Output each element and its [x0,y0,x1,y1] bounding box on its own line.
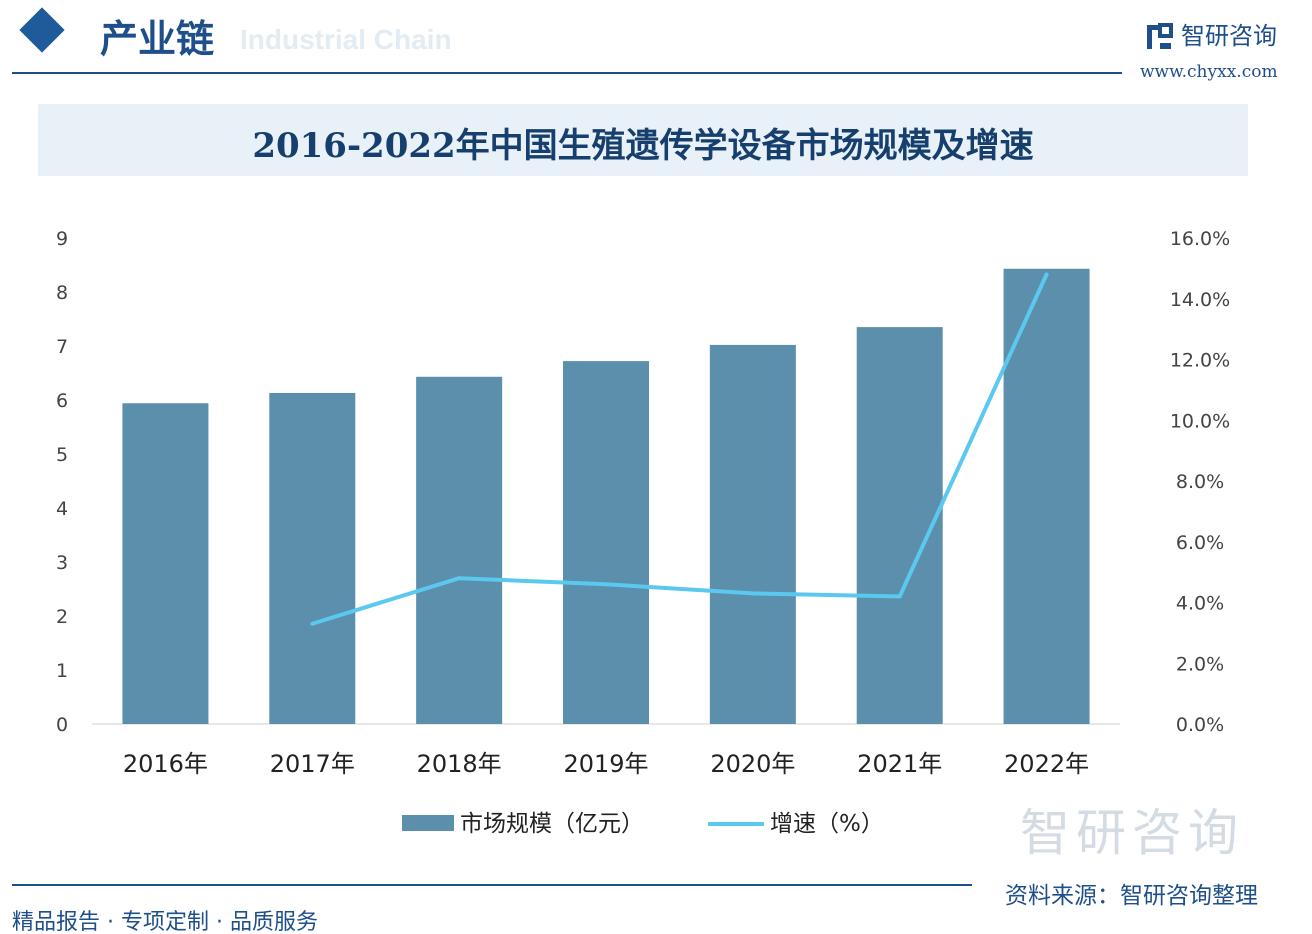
left-tick-label: 9 [56,228,68,250]
bar [856,327,943,724]
legend-line-label: 增速（%） [770,811,884,837]
footer-divider [12,884,972,886]
right-tick-label: 2.0% [1176,653,1224,675]
header-subtitle: Industrial Chain [240,24,452,55]
brand-name: 智研咨询 [1181,22,1277,50]
right-tick-label: 6.0% [1176,532,1224,554]
growth-point [1044,272,1049,277]
watermark: 智研咨询 [1020,804,1244,862]
bar [563,361,649,724]
x-tick-label: 2018年 [417,750,502,778]
chart-title: 2016-2022年中国生殖遗传学设备市场规模及增速 [252,126,1034,166]
bar [416,376,503,724]
right-tick-label: 16.0% [1170,228,1230,250]
left-tick-label: 5 [56,444,68,466]
left-tick-label: 6 [56,390,68,412]
right-tick-label: 4.0% [1176,593,1224,615]
x-tick-label: 2022年 [1004,750,1089,778]
growth-point [897,594,902,599]
bar [122,403,209,724]
title-band: 2016-2022年中国生殖遗传学设备市场规模及增速 [38,104,1248,176]
legend-bar-swatch [402,815,454,831]
growth-line [311,273,1049,626]
growth-point [310,621,315,626]
growth-point [750,591,755,596]
left-tick-label: 3 [56,552,68,574]
x-tick-label: 2020年 [710,750,795,778]
growth-point [604,582,608,587]
bar [269,392,356,724]
right-tick-label: 0.0% [1176,714,1224,736]
left-tick-label: 7 [56,336,68,358]
right-tick-label: 12.0% [1170,350,1230,372]
left-tick-label: 8 [56,282,68,304]
x-tick-label: 2017年 [270,750,355,778]
x-tick-label: 2019年 [563,750,648,778]
right-tick-label: 14.0% [1170,289,1230,311]
left-tick-label: 4 [56,498,68,520]
right-tick-label: 8.0% [1176,471,1224,493]
header-divider [12,72,1122,74]
left-tick-label: 0 [56,714,68,736]
growth-point [457,576,462,581]
left-tick-label: 1 [56,660,68,682]
legend-bar-label: 市场规模（亿元） [460,811,644,837]
bar [1003,268,1090,724]
footer-tagline: 精品报告 · 专项定制 · 品质服务 [12,910,318,934]
brand-logo: 智研咨询 [1145,16,1277,51]
right-tick-label: 10.0% [1170,410,1230,432]
brand-mark-icon [1147,23,1173,49]
x-tick-label: 2016年 [123,750,208,778]
site-url: www.chyxx.com [1140,62,1278,82]
header-title: 产业链 [100,16,215,61]
source-note: 资料来源：智研咨询整理 [1005,883,1258,909]
x-tick-label: 2021年 [857,750,942,778]
left-tick-label: 2 [56,606,68,628]
bar [709,344,796,724]
